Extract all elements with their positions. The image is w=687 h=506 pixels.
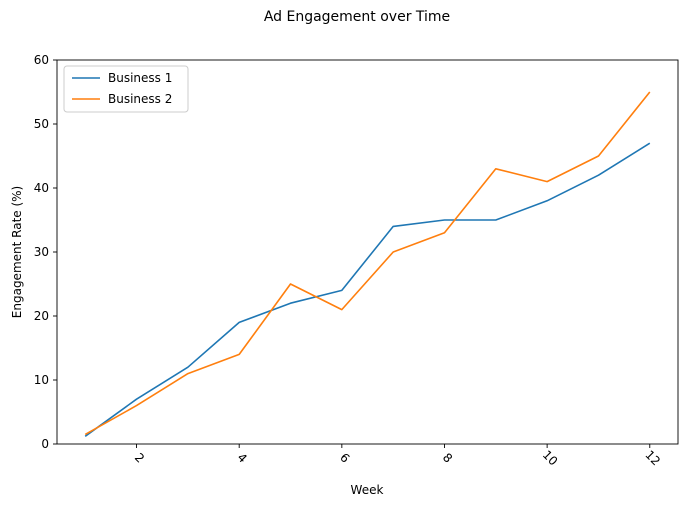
x-tick-label: 10 [540,448,561,469]
y-tick-label: 20 [34,309,49,323]
y-tick-label: 10 [34,373,49,387]
y-axis-label: Engagement Rate (%) [10,186,24,318]
y-axis-ticks: 0 10 20 30 40 50 60 [34,53,57,451]
legend-label: Business 2 [108,92,172,106]
x-tick-label: 4 [235,450,250,465]
series-layer [84,91,651,437]
x-tick-label: 12 [642,448,663,469]
x-tick-label: 8 [440,450,455,465]
y-tick-label: 60 [34,53,49,67]
plot-area [56,59,679,445]
series-line-2 [84,91,651,436]
chart-title: Ad Engagement over Time [264,9,450,25]
series-line-1 [84,142,651,437]
legend: Business 1 Business 2 [63,65,189,113]
plot-frame [56,59,679,445]
y-tick-label: 50 [34,117,49,131]
x-axis-ticks: 2 4 6 8 10 12 [132,444,663,468]
y-tick-label: 30 [34,245,49,259]
x-axis-label: Week [351,483,384,497]
y-tick-label: 0 [41,437,49,451]
y-tick-label: 40 [34,181,49,195]
legend-label: Business 1 [108,71,172,85]
x-tick-label: 6 [337,450,352,465]
x-tick-label: 2 [132,450,147,465]
